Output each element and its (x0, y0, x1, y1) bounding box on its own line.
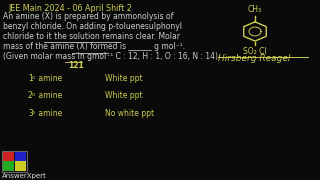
Bar (3, 161, 14, 171)
Text: An amine (X) is prepared by ammonolysis of: An amine (X) is prepared by ammonolysis … (3, 12, 173, 21)
Text: White ppt: White ppt (105, 91, 143, 100)
Text: No white ppt: No white ppt (105, 109, 154, 118)
Text: 121: 121 (68, 61, 84, 70)
Text: o: o (32, 93, 35, 98)
Text: JEE Main 2024 - 06 April Shift 2: JEE Main 2024 - 06 April Shift 2 (8, 4, 132, 13)
Text: 2: 2 (28, 91, 33, 100)
Text: o: o (32, 75, 35, 80)
Text: amine: amine (36, 109, 62, 118)
Text: amine: amine (36, 74, 62, 83)
Text: Hirsberg Reagel: Hirsberg Reagel (218, 54, 290, 63)
Text: CH₃: CH₃ (248, 5, 262, 14)
Text: (Given molar mass in gmol⁻¹ C : 12, H : 1, O : 16, N : 14): (Given molar mass in gmol⁻¹ C : 12, H : … (3, 52, 218, 61)
Text: amine: amine (36, 91, 62, 100)
Text: benzyl chloride. On adding p-toluenesulphonyl: benzyl chloride. On adding p-toluenesulp… (3, 22, 182, 31)
Text: 1: 1 (28, 74, 33, 83)
Text: chloride to it the solution remains clear. Molar: chloride to it the solution remains clea… (3, 32, 180, 41)
Text: 3: 3 (28, 109, 33, 118)
Text: o: o (32, 110, 35, 115)
Bar (2, 150, 27, 172)
Bar (15, 161, 26, 171)
Text: White ppt: White ppt (105, 74, 143, 83)
Bar (3, 152, 14, 161)
Bar (15, 152, 26, 161)
Text: mass of the amine (X) formed is ______ g mol⁻¹.: mass of the amine (X) formed is ______ g… (3, 42, 185, 51)
Text: AnswerXpert: AnswerXpert (2, 173, 47, 179)
Text: SO₂ Cl: SO₂ Cl (243, 47, 267, 56)
